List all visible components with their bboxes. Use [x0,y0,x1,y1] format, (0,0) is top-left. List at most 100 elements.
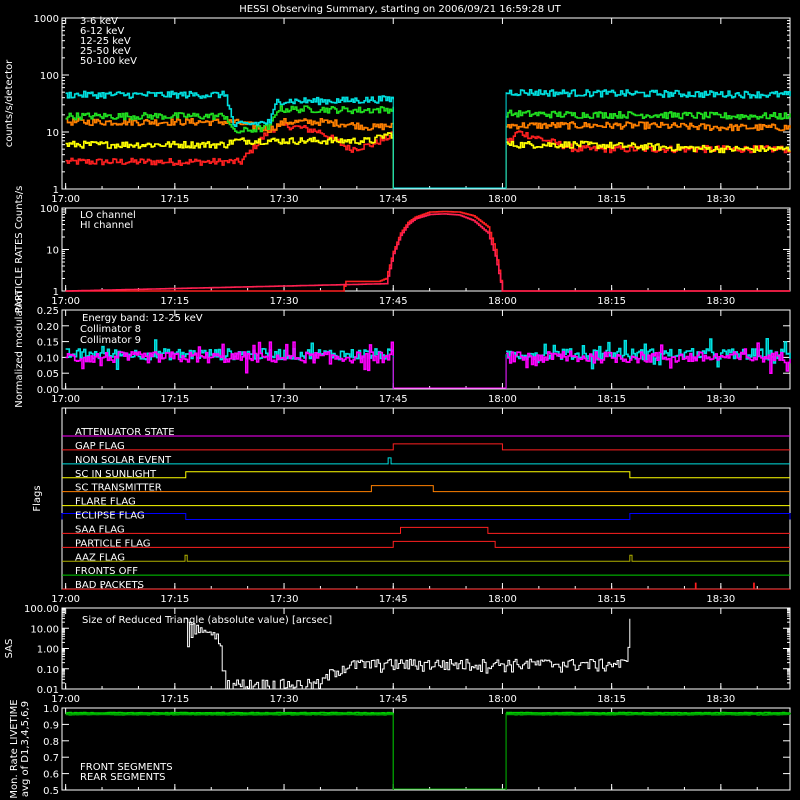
particle-rates-xtick-label: 17:15 [160,296,189,307]
legend-entry: LO channel [80,210,136,221]
livetime-ytick-label: 0.6 [43,770,59,781]
flags-xtick-label: 17:45 [379,594,408,605]
flags-xtick-label: 18:00 [488,594,517,605]
livetime-series-0 [65,711,791,714]
modulation-series-1 [65,341,791,374]
particle-rates-frame [61,207,791,292]
count-rates-ytick-label: 1000 [34,14,59,25]
sas-ytick-label: 0.01 [37,685,59,696]
panel-ylabel: SAS [4,639,15,659]
particle-rates-xtick-label: 18:30 [706,296,735,307]
particle-rates-ytick-label: 100 [40,204,59,215]
panel-ylabel: Flags [32,485,43,511]
flag-label: NON SOLAR EVENT [75,455,172,466]
modulation-ytick-label: 0.00 [37,385,59,396]
legend-entry: REAR SEGMENTS [80,772,166,783]
livetime-ytick-label: 0.7 [43,753,59,764]
panel-ylabel: counts/s/detector [4,59,15,147]
flag-trace-6 [61,513,791,520]
flag-trace-11 [62,582,790,590]
sas-xtick-label: 18:15 [597,694,626,705]
flag-label: FLARE FLAG [75,497,136,508]
flag-label: GAP FLAG [75,441,125,452]
flags-xtick-label: 17:30 [270,594,299,605]
legend-entry: Collimator 9 [80,335,141,346]
particle-rates-xtick-label: 17:45 [379,296,408,307]
modulation-xtick-label: 17:30 [270,394,299,405]
livetime-series-1 [65,713,791,716]
particle-rates-series-0 [65,210,790,292]
sas-xtick-label: 17:00 [51,694,80,705]
flag-label: SC TRANSMITTER [75,483,162,494]
modulation-ytick-label: 0.05 [37,369,59,380]
sas-ytick-label: 0.10 [37,665,59,676]
livetime-ytick-label: 0.9 [43,720,59,731]
livetime-ytick-label: 0.8 [43,737,59,748]
count-rates-xtick-label: 18:30 [706,194,735,205]
sas-xtick-label: 17:45 [379,694,408,705]
flag-trace-8 [62,540,790,548]
count-rates-xtick-label: 17:15 [160,194,189,205]
particle-rates-series-1 [65,213,790,292]
flag-label: BAD PACKETS [75,580,144,591]
count-rates-xtick-label: 17:45 [379,194,408,205]
flag-trace-1 [62,443,790,451]
count-rates-xtick-label: 18:00 [488,194,517,205]
modulation-xtick-label: 17:00 [51,394,80,405]
count-rates-frame [61,17,791,190]
chart-title: HESSI Observing Summary, starting on 200… [239,4,561,15]
count-rates-ytick-label: 10 [46,128,59,139]
modulation-xtick-label: 18:30 [706,394,735,405]
sas-ytick-label: 10.00 [30,624,59,635]
count-rates-series-3 [65,105,791,134]
modulation-xtick-label: 17:15 [160,394,189,405]
flag-trace-4 [62,485,790,493]
count-rates-series-2 [65,132,791,154]
modulation-xtick-label: 17:45 [379,394,408,405]
panel-ylabel: Normalized modulation [14,291,25,408]
sas-xtick-label: 17:15 [160,694,189,705]
flag-label: SAA FLAG [75,524,125,535]
count-rates-xtick-label: 17:30 [270,194,299,205]
modulation-ytick-label: 0.15 [37,338,59,349]
flags-xtick-label: 18:30 [706,594,735,605]
flag-trace-9 [62,554,790,562]
particle-rates-xtick-label: 17:30 [270,296,299,307]
flags-xtick-label: 17:00 [51,594,80,605]
particle-rates-xtick-label: 18:00 [488,296,517,307]
legend-entry: 50-100 keV [80,56,137,67]
modulation-frame [61,309,791,390]
count-rates-xtick-label: 17:00 [51,194,80,205]
sas-ytick-label: 1.00 [37,645,59,656]
count-rates-ytick-label: 1 [53,185,59,196]
legend-entry: HI channel [80,220,133,231]
panel-ylabel: avg of D1,3,4,5,6,9 [20,701,31,797]
legend-entry: FRONT SEGMENTS [80,762,173,773]
particle-rates-ytick-label: 10 [46,246,59,257]
modulation-ytick-label: 0.10 [37,353,59,364]
sas-xtick-label: 18:00 [488,694,517,705]
flag-label: AAZ FLAG [75,552,125,563]
flag-label: SC IN SUNLIGHT [75,469,157,480]
modulation-xtick-label: 18:00 [488,394,517,405]
particle-rates-xtick-label: 17:00 [51,296,80,307]
flags-xtick-label: 17:15 [160,594,189,605]
flag-label: ATTENUATOR STATE [75,427,175,438]
sas-xtick-label: 17:30 [270,694,299,705]
legend-entry: 6-12 keV [80,26,124,37]
livetime-ytick-label: 1.0 [43,704,59,715]
sas-xtick-label: 18:30 [706,694,735,705]
sas-series-0 [185,618,631,690]
sas-ytick-label: 100.00 [24,604,59,615]
flag-trace-3 [62,471,790,479]
count-rates-series-1 [65,117,791,133]
panel-ylabel: PARTICLE RATES Counts/s [14,186,25,314]
modulation-xtick-label: 18:15 [597,394,626,405]
flags-xtick-label: 18:15 [597,594,626,605]
flag-trace-2 [62,457,790,465]
count-rates-series-4 [65,89,791,128]
panel-annotation: Energy band: 12-25 keV [82,313,203,324]
legend-entry: 3-6 keV [80,16,118,27]
modulation-series-0 [65,338,791,370]
